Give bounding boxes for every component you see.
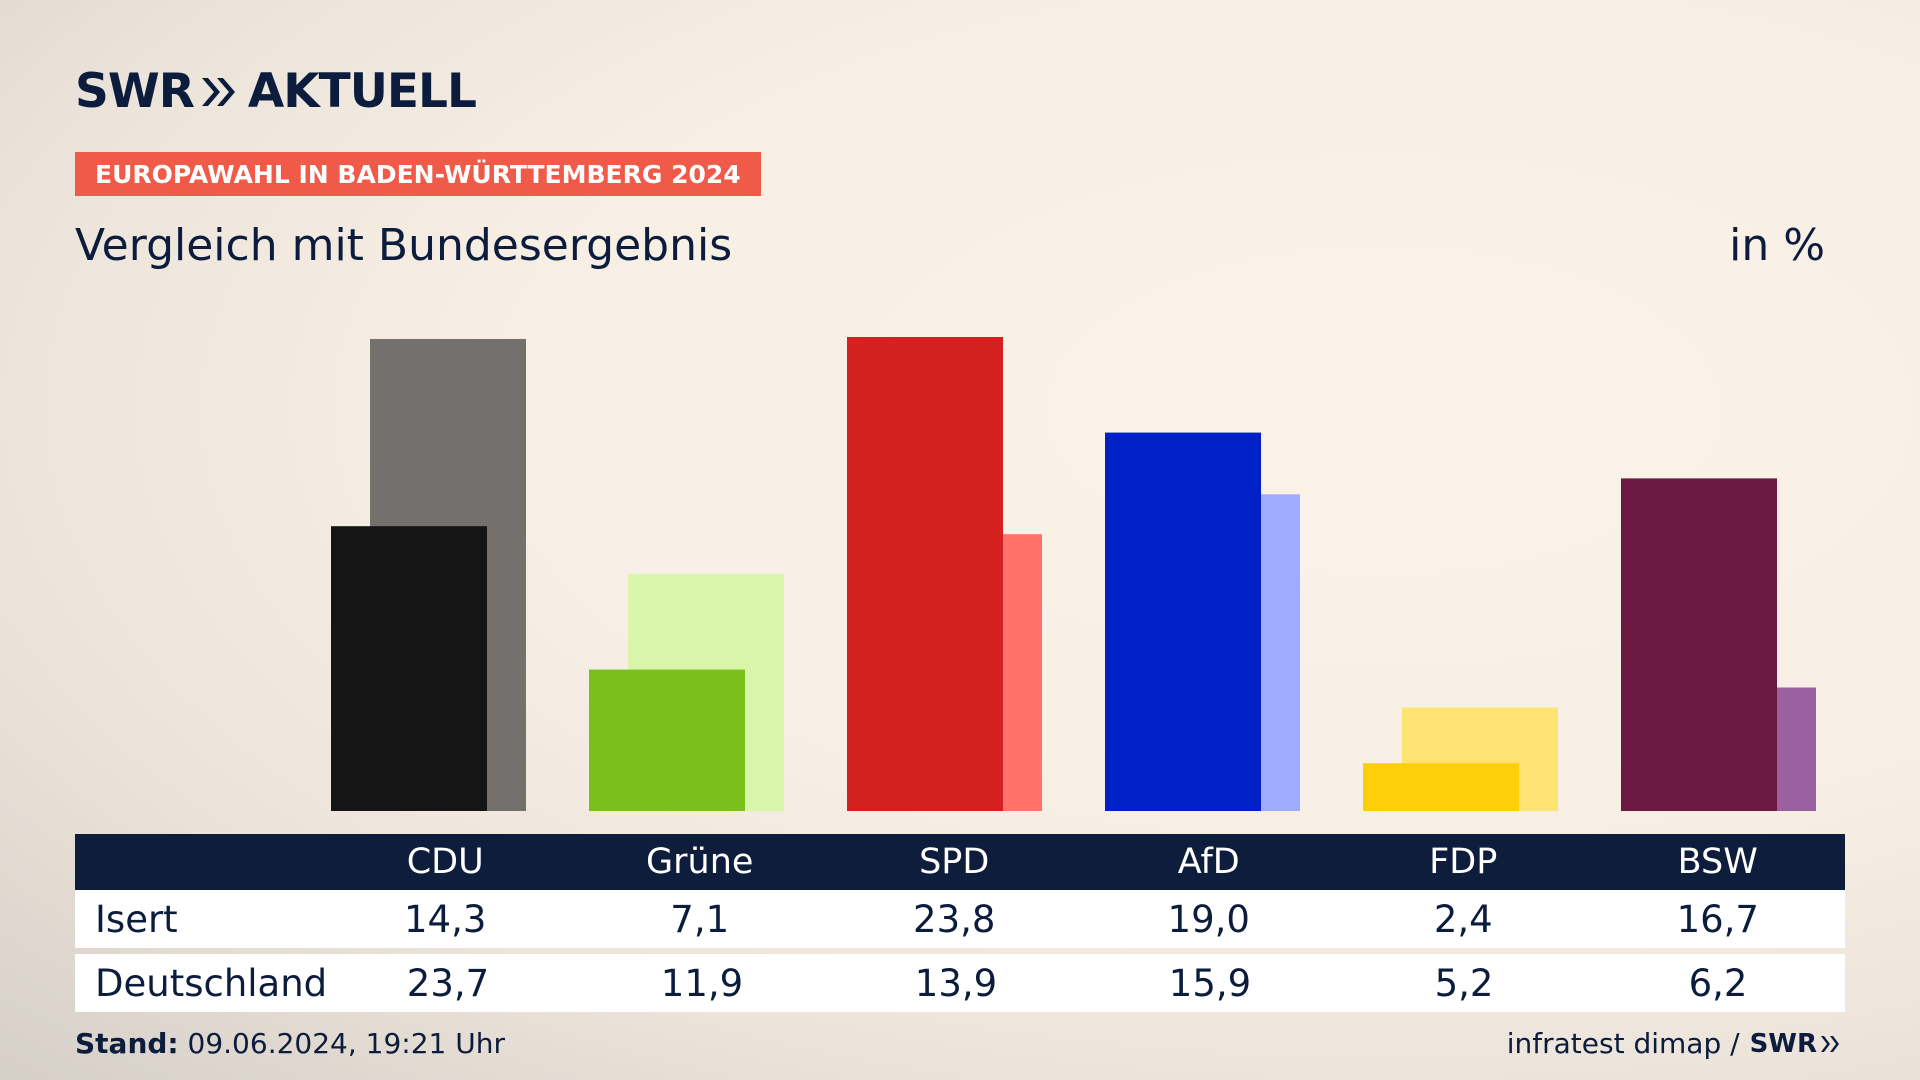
table-cell: 2,4 — [1433, 897, 1493, 941]
table-row: Isert 14,3 7,1 23,8 19,0 2,4 16,7 — [75, 890, 1845, 948]
table-header: CDU Grüne SPD AfD FDP BSW — [75, 834, 1845, 890]
row-label: Deutschland — [95, 961, 328, 1005]
bar-isert-grüne — [589, 669, 745, 811]
double-chevron-icon — [1821, 1035, 1839, 1052]
table-cell: 5,2 — [1434, 961, 1494, 1005]
column-header: Grüne — [646, 842, 754, 882]
stand-label: Stand: — [75, 1027, 179, 1060]
table-row: Deutschland 23,7 11,9 13,9 15,9 5,2 6,2 — [75, 954, 1845, 1012]
table-cell: 14,3 — [404, 897, 487, 941]
table-cell: 6,2 — [1688, 961, 1748, 1005]
unit-label: in % — [1729, 220, 1825, 271]
swr-aktuell-logo: SWR AKTUELL — [75, 64, 477, 119]
column-header: AfD — [1177, 842, 1240, 882]
logo-aktuell-text: AKTUELL — [247, 64, 477, 119]
column-header: SPD — [919, 842, 990, 882]
table-cell: 16,7 — [1676, 897, 1759, 941]
bar-isert-bsw — [1621, 478, 1777, 811]
table-cell: 15,9 — [1168, 961, 1252, 1005]
results-table: CDU Grüne SPD AfD FDP BSW Isert 14,3 7,1… — [75, 834, 1845, 1012]
column-header: FDP — [1429, 842, 1498, 882]
table-cell: 23,8 — [913, 897, 996, 941]
table-cell: 23,7 — [406, 961, 490, 1005]
table-cell: 19,0 — [1167, 897, 1250, 941]
column-header: BSW — [1677, 842, 1758, 882]
bar-isert-afd — [1105, 432, 1261, 811]
bar-isert-spd — [847, 336, 1003, 811]
logo-swr-text: SWR — [75, 64, 195, 119]
chart-subtitle: Vergleich mit Bundesergebnis — [75, 220, 733, 271]
source-credit: infratest dimap / SWR — [1507, 1027, 1842, 1060]
table-cell: 11,9 — [660, 961, 744, 1005]
swr-mini-logo: SWR — [1749, 1028, 1817, 1059]
timestamp: Stand: 09.06.2024, 19:21 Uhr — [75, 1027, 505, 1060]
table-cell: 7,1 — [670, 897, 730, 941]
source-text: infratest dimap / — [1506, 1027, 1740, 1060]
row-label: Isert — [95, 897, 178, 941]
stand-value: 09.06.2024, 19:21 Uhr — [187, 1027, 505, 1060]
bar-isert-cdu — [331, 526, 487, 811]
bar-isert-fdp — [1363, 763, 1519, 811]
column-header: CDU — [406, 842, 484, 882]
election-badge: EUROPAWAHL IN BADEN-WÜRTTEMBERG 2024 — [75, 152, 761, 196]
table-cell: 13,9 — [914, 961, 998, 1005]
double-chevron-icon — [201, 77, 235, 106]
